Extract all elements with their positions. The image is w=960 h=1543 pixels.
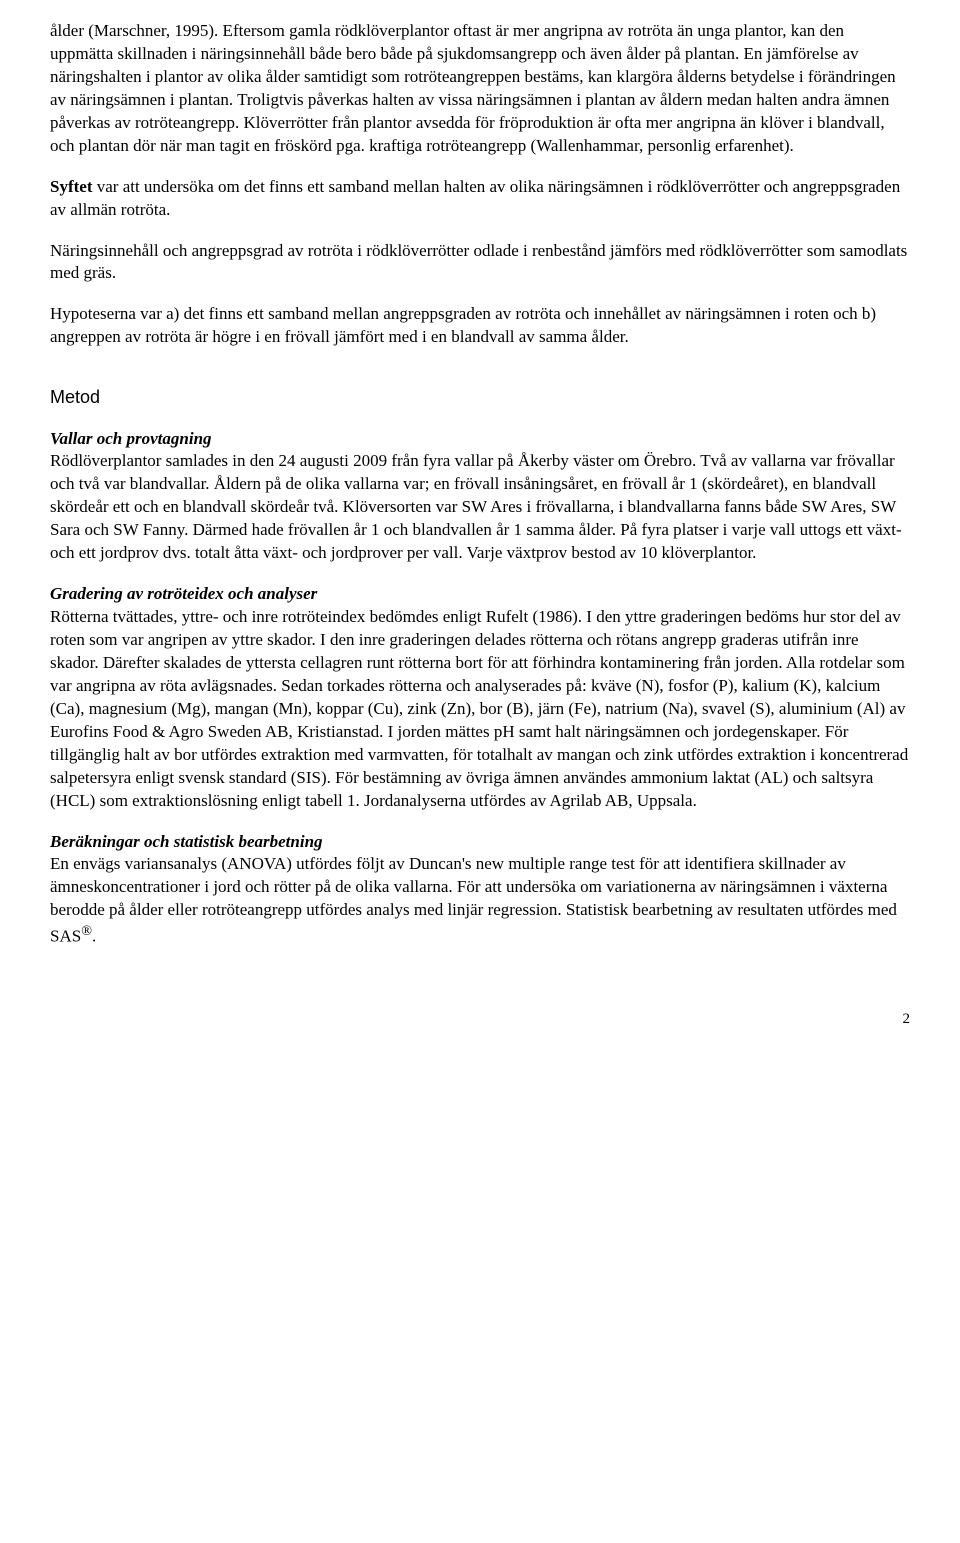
paragraph-syftet: Syftet var att undersöka om det finns et… xyxy=(50,176,910,222)
lead-syftet: Syftet xyxy=(50,177,92,196)
paragraph-vallar: Rödlöverplantor samlades in den 24 augus… xyxy=(50,450,910,565)
rest-syftet: var att undersöka om det finns ett samba… xyxy=(50,177,900,219)
heading-metod: Metod xyxy=(50,385,910,409)
paragraph-narings: Näringsinnehåll och angreppsgrad av rotr… xyxy=(50,240,910,286)
page-number: 2 xyxy=(50,1009,910,1029)
paragraph-intro: ålder (Marschner, 1995). Eftersom gamla … xyxy=(50,20,910,158)
subheading-gradering: Gradering av rotröteidex och analyser xyxy=(50,583,910,606)
paragraph-berakningar: En envägs variansanalys (ANOVA) utfördes… xyxy=(50,853,910,948)
berak-text-b: . xyxy=(92,927,96,946)
registered-mark: ® xyxy=(81,923,92,939)
subheading-vallar: Vallar och provtagning xyxy=(50,428,910,451)
paragraph-gradering: Rötterna tvättades, yttre- och inre rotr… xyxy=(50,606,910,812)
paragraph-hypoteser: Hypoteserna var a) det finns ett samband… xyxy=(50,303,910,349)
subheading-berakningar: Beräkningar och statistisk bearbetning xyxy=(50,831,910,854)
berak-text-a: En envägs variansanalys (ANOVA) utfördes… xyxy=(50,854,897,945)
